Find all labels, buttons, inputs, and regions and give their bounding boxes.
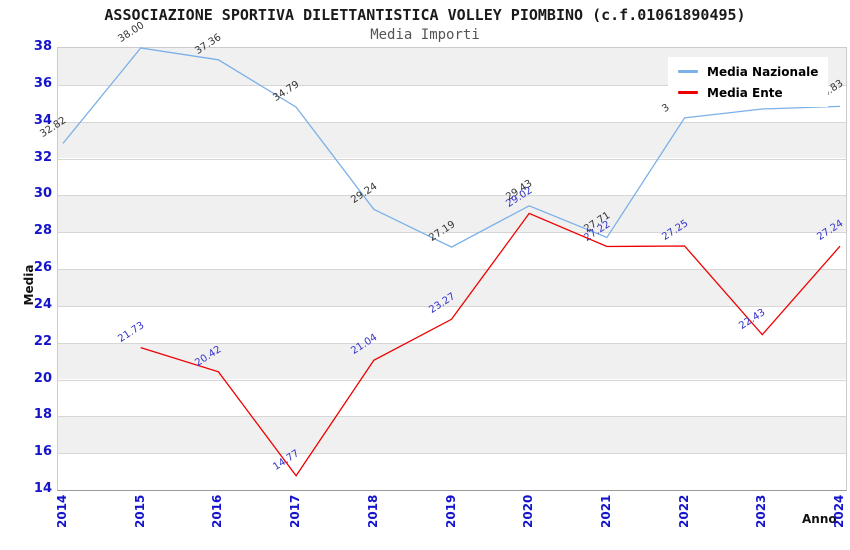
x-tick-label: 2021: [598, 494, 613, 528]
legend-swatch: [678, 70, 698, 73]
grid-band: [58, 121, 846, 159]
x-tick-label: 2024: [832, 494, 846, 528]
legend: Media Nazionale Media Ente: [668, 57, 829, 107]
grid-line: [58, 453, 846, 455]
grid-line: [58, 269, 846, 270]
y-tick-label: 34: [33, 112, 52, 128]
legend-swatch: [678, 91, 698, 94]
x-tick-label: 2018: [365, 494, 380, 528]
x-tick-label: 2014: [55, 494, 69, 528]
y-tick-label: 24: [33, 296, 52, 312]
y-tick-label: 26: [33, 260, 52, 275]
y-tick-label: 28: [33, 223, 52, 239]
chart-subtitle: Media Importi: [370, 27, 480, 43]
y-tick-label: 36: [33, 75, 52, 91]
grid-line: [58, 305, 846, 307]
x-tick-label: 2019: [443, 494, 458, 528]
y-tick-label: 30: [33, 186, 52, 202]
x-tick-label: 2023: [754, 494, 769, 528]
y-tick-label: 22: [33, 333, 52, 349]
x-tick-label: 2016: [210, 494, 225, 528]
legend-item-label: Media Ente: [707, 85, 783, 100]
grid-line: [58, 379, 846, 381]
grid-band: [58, 416, 846, 454]
y-tick-label: 20: [33, 370, 52, 386]
series-line-media-nazionale: [62, 47, 841, 248]
series-line-media-ente: [140, 212, 841, 477]
grid-line: [58, 158, 846, 160]
legend-item-media-ente: Media Ente: [678, 85, 818, 100]
series-lines: [62, 47, 841, 477]
grid-line: [58, 232, 846, 234]
x-tick-label: 2020: [521, 494, 536, 528]
plot-area: 32.82 38.00 37.36 34.79 29.24 27.19 29.43 27.71…: [38, 20, 847, 491]
y-tick-label: 16: [33, 444, 52, 460]
grid-band: [58, 269, 846, 306]
grid-line: [58, 84, 846, 86]
x-tick-label: 2015: [132, 494, 147, 528]
grid-band: [58, 342, 846, 380]
legend-item-label: Media Nazionale: [707, 64, 819, 79]
y-tick-label: 38: [33, 39, 52, 54]
chart-title: ASSOCIAZIONE SPORTIVA DILETTANTISTICA VO…: [104, 6, 746, 24]
grid-line: [58, 416, 846, 418]
x-tick-label: 2017: [288, 494, 303, 528]
y-tick-label: 18: [33, 407, 52, 423]
grid-band: [58, 195, 846, 233]
grid-line: [58, 195, 846, 197]
x-axis-title: Anno: [802, 512, 837, 526]
grid-line: [58, 121, 846, 123]
grid-line: [58, 342, 846, 344]
y-tick-label: 32: [33, 149, 52, 165]
legend-item-media-nazionale: Media Nazionale: [678, 64, 818, 79]
y-tick-label: 14: [33, 481, 52, 496]
x-tick-label: 2022: [676, 494, 691, 528]
